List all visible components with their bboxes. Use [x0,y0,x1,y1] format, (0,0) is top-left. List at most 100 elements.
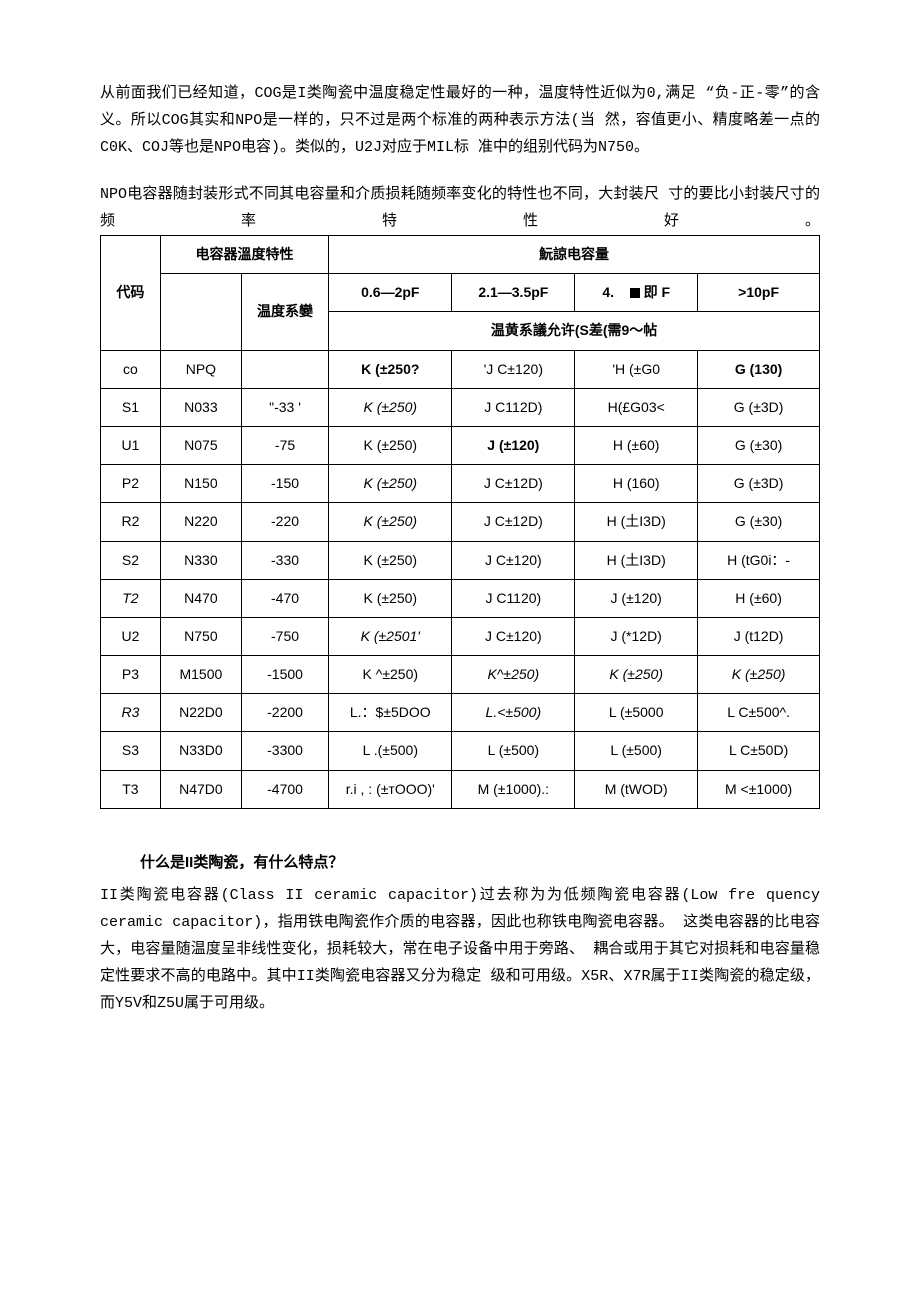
table-cell: J (±120) [575,579,698,617]
table-cell: N075 [160,426,241,464]
table-cell: U1 [101,426,161,464]
intro-paragraph-1: 从前面我们已经知道，COG是I类陶瓷中温度稳定性最好的一种，温度特性近似为0,满… [100,80,820,161]
table-row: P3M1500-1500K ^±250)K^±250)K (±250)K (±2… [101,656,820,694]
col-header-range-2: 2.1—3.5pF [452,274,575,312]
table-cell: G (±3D) [698,388,820,426]
col-header-code: 代码 [101,236,161,351]
table-cell: r.i , : (±тOOO)' [329,770,452,808]
table-cell: K (±250) [575,656,698,694]
table-cell: N750 [160,617,241,655]
table-cell: L.<±500) [452,694,575,732]
table-cell: S2 [101,541,161,579]
table-cell: K (±250) [329,388,452,426]
table-row: P2N150-150K (±250)J C±12D)H (160)G (±3D) [101,465,820,503]
table-row: S2N330-330K (±250)J C±120)H (土I3D)H (tG0… [101,541,820,579]
table-cell: K (±250) [329,541,452,579]
intro-paragraph-2: NPO电容器随封装形式不同其电容量和介质损耗随频率变化的特性也不同，大封装尺 寸… [100,181,820,235]
table-cell: H (±60) [698,579,820,617]
range-3-prefix: 4. [602,284,614,300]
table-cell: J C±12D) [452,503,575,541]
table-cell: H (±60) [575,426,698,464]
table-cell: 'H (±G0 [575,350,698,388]
table-row: U1N075-75K (±250)J (±120)H (±60)G (±30) [101,426,820,464]
table-cell: K (±250? [329,350,452,388]
table-cell: J (*12D) [575,617,698,655]
table-cell: U2 [101,617,161,655]
table-cell: S1 [101,388,161,426]
table-cell: N150 [160,465,241,503]
table-cell: N220 [160,503,241,541]
table-cell: G (±30) [698,503,820,541]
col-header-temp-char: 电容器溫度特性 [160,236,328,274]
table-cell: -1500 [241,656,328,694]
table-cell: L C±50D) [698,732,820,770]
section-title: 什么是II类陶瓷，有什么特点？ [140,849,820,876]
table-cell: N47D0 [160,770,241,808]
table-cell: J (t12D) [698,617,820,655]
table-cell: -150 [241,465,328,503]
table-cell: -75 [241,426,328,464]
table-cell: K (±2501' [329,617,452,655]
table-cell: -330 [241,541,328,579]
table-cell: N22D0 [160,694,241,732]
table-cell: NPQ [160,350,241,388]
table-cell: H (160) [575,465,698,503]
table-cell: M (tWOD) [575,770,698,808]
table-cell: N330 [160,541,241,579]
col-header-range-1: 0.6—2pF [329,274,452,312]
col-header-tolerance-sub: 温黄系議允许(S差(需9〜帖 [329,312,820,350]
table-cell: N470 [160,579,241,617]
table-cell: G (130) [698,350,820,388]
table-cell: -750 [241,617,328,655]
table-cell: S3 [101,732,161,770]
table-cell: "-33 ' [241,388,328,426]
col-header-blank [160,274,241,350]
table-row: R3N22D0-2200L.：$±5DOOL.<±500)L (±5000L C… [101,694,820,732]
table-cell: K (±250) [698,656,820,694]
table-row: U2N750-750K (±2501'J C±120)J (*12D)J (t1… [101,617,820,655]
table-cell: N033 [160,388,241,426]
table-cell: L .(±500) [329,732,452,770]
table-cell: K ^±250) [329,656,452,694]
table-row: coNPQK (±250?'J C±120)'H (±G0G (130) [101,350,820,388]
col-header-range-4: >10pF [698,274,820,312]
table-cell: T2 [101,579,161,617]
table-cell: M (±1000).: [452,770,575,808]
table-cell: L C±500^. [698,694,820,732]
table-cell: K (±250) [329,579,452,617]
table-cell: co [101,350,161,388]
table-cell: H (tG0i：- [698,541,820,579]
table-row: S1N033"-33 'K (±250)J C112D)H(£G03<G (±3… [101,388,820,426]
table-cell: J C112D) [452,388,575,426]
table-cell: H(£G03< [575,388,698,426]
range-3-suffix: 即 F [644,284,670,300]
table-cell: J C±12D) [452,465,575,503]
table-cell: -470 [241,579,328,617]
table-row: T3N47D0-4700r.i , : (±тOOO)'M (±1000).:M… [101,770,820,808]
table-cell: J C±120) [452,541,575,579]
table-cell: T3 [101,770,161,808]
table-cell: -220 [241,503,328,541]
table-cell: G (±30) [698,426,820,464]
table-cell: M1500 [160,656,241,694]
table-cell: -3300 [241,732,328,770]
table-cell: H (土I3D) [575,503,698,541]
table-cell: P3 [101,656,161,694]
table-cell: -2200 [241,694,328,732]
table-cell: R2 [101,503,161,541]
table-cell: L (±5000 [575,694,698,732]
table-cell: K (±250) [329,503,452,541]
section-body: II类陶瓷电容器(Class II ceramic capacitor)过去称为… [100,882,820,1017]
table-cell: K^±250) [452,656,575,694]
table-cell: R3 [101,694,161,732]
table-cell: G (±3D) [698,465,820,503]
table-cell: J (±120) [452,426,575,464]
table-row: T2N470-470K (±250)J C1120)J (±120)H (±60… [101,579,820,617]
table-cell: L (±500) [452,732,575,770]
table-cell: K (±250) [329,426,452,464]
col-header-range-3: 4. 即 F [575,274,698,312]
table-cell: N33D0 [160,732,241,770]
col-header-nominal-cap: 魭諒电容量 [329,236,820,274]
table-row: S3N33D0-3300L .(±500)L (±500)L (±500)L C… [101,732,820,770]
table-cell: H (土I3D) [575,541,698,579]
